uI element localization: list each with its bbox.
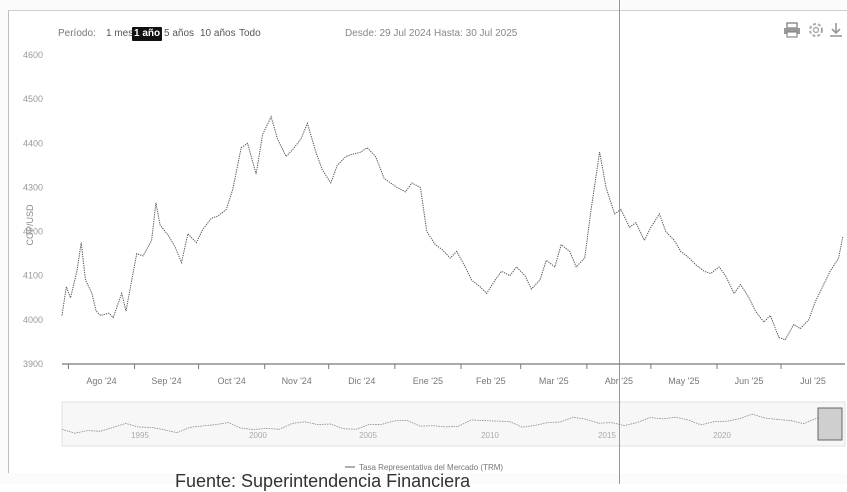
range-button-5-anos[interactable]: 5 años [164, 28, 195, 39]
chart-container [8, 10, 847, 473]
settings-icon[interactable] [806, 20, 826, 40]
y-tick-label: 3900 [23, 359, 43, 369]
y-tick-label: 4300 [23, 182, 43, 192]
trm-series-line [61, 115, 844, 341]
y-tick-label: 4500 [23, 94, 43, 104]
x-tick-label: Ago '24 [86, 376, 116, 386]
range-button-1-ano[interactable]: 1 año [132, 27, 163, 41]
print-icon[interactable] [782, 20, 802, 40]
navigator-background [61, 401, 846, 447]
x-tick-label: Mar '25 [539, 376, 569, 386]
range-button-10-anos[interactable]: 10 años [200, 28, 236, 39]
navigator-year-label: 2020 [713, 431, 731, 440]
crosshair-line [619, 0, 620, 484]
navigator-year-label: 2000 [249, 431, 267, 440]
x-tick-label: Abr '25 [605, 376, 633, 386]
navigator-year-label: 2005 [359, 431, 377, 440]
range-selector-label: Período: [58, 28, 96, 39]
x-tick-label: Sep '24 [151, 376, 181, 386]
x-tick-label: Ene '25 [413, 376, 443, 386]
navigator-year-label: 2010 [481, 431, 499, 440]
download-icon[interactable] [826, 20, 846, 40]
navigator-year-label: 1995 [131, 431, 149, 440]
x-tick-label: Jun '25 [735, 376, 764, 386]
navigator-series [61, 413, 830, 434]
x-tick-label: May '25 [668, 376, 699, 386]
y-tick-label: 4400 [23, 138, 43, 148]
y-tick-label: 4100 [23, 271, 43, 281]
y-axis-title: COP/USD [25, 204, 35, 246]
date-range-display[interactable]: Desde: 29 Jul 2024 Hasta: 30 Jul 2025 [345, 28, 518, 39]
x-tick-label: Jul '25 [800, 376, 826, 386]
x-tick-label: Dic '24 [348, 376, 375, 386]
figure-caption: Fuente: Superintendencia Financiera [175, 471, 471, 491]
y-tick-label: 4200 [23, 227, 43, 237]
range-button-1-mes[interactable]: 1 mes [106, 28, 134, 39]
navigator-year-label: 2015 [598, 431, 616, 440]
x-tick-label: Feb '25 [476, 376, 506, 386]
x-tick-label: Nov '24 [282, 376, 312, 386]
y-tick-label: 4000 [23, 315, 43, 325]
x-tick-label: Oct '24 [217, 376, 245, 386]
legend-label: Tasa Representativa del Mercado (TRM) [359, 463, 503, 472]
navigator-handle [817, 407, 843, 441]
y-tick-label: 4600 [23, 50, 43, 60]
range-button-todo[interactable]: Todo [239, 28, 261, 39]
